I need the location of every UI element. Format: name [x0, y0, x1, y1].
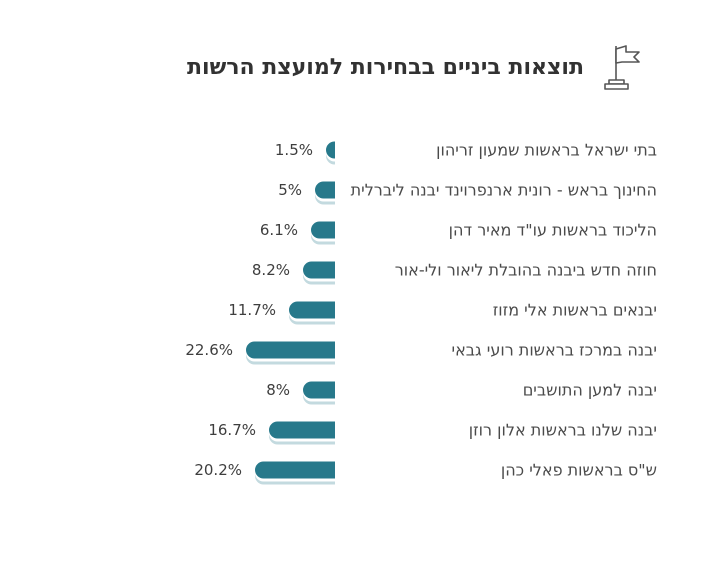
chart-row: יבנאים בראשות אלי מזוז 11.7%	[0, 290, 704, 330]
value-label: 22.6%	[185, 341, 233, 359]
category-label: יבנה במרכז בראשות רועי גבאי	[451, 340, 657, 360]
bar-segment[interactable]	[315, 181, 335, 199]
value-label: 8.2%	[251, 261, 290, 279]
bar-segment[interactable]	[246, 341, 335, 359]
chart-row: חוזה חדש ביבנה בהובלת ליאור ולי-אור 8.2%	[0, 250, 704, 290]
bar-segment[interactable]	[255, 461, 335, 479]
category-label: ש"ס בראשות פאלי כהן	[500, 460, 657, 480]
chart-header: תוצאות ביניים בבחירות למועצת הרשות	[187, 42, 646, 92]
category-label: חוזה חדש ביבנה בהובלת ליאור ולי-אור	[394, 260, 657, 280]
category-label: יבנה שלנו בראשות אלון רוזן	[468, 420, 657, 440]
category-label: בתי ישראל בראשות שמעון זריהון	[436, 140, 657, 160]
bar-segment[interactable]	[269, 421, 335, 439]
bar-segment[interactable]	[289, 301, 335, 319]
value-label: 1.5%	[274, 141, 313, 159]
category-label: החינוך בראש - רונית ארנפרוינד יבנה ליברל…	[350, 180, 657, 200]
chart-row: הליכוד בראשות עו"ד מאיר דהן 6.1%	[0, 210, 704, 250]
bar-segment[interactable]	[326, 141, 335, 159]
chart: בתי ישראל בראשות שמעון זריהון 1.5% החינוך …	[0, 130, 704, 490]
bar-segment[interactable]	[303, 381, 335, 399]
value-label: 6.1%	[259, 221, 298, 239]
flag-icon	[598, 42, 646, 92]
value-label: 16.7%	[208, 421, 256, 439]
chart-row: יבנה במרכז בראשות רועי גבאי 22.6%	[0, 330, 704, 370]
chart-row: בתי ישראל בראשות שמעון זריהון 1.5%	[0, 130, 704, 170]
chart-row: ש"ס בראשות פאלי כהן 20.2%	[0, 450, 704, 490]
value-label: 5%	[278, 181, 302, 199]
value-label: 20.2%	[194, 461, 242, 479]
category-label: יבנאים בראשות אלי מזוז	[492, 300, 657, 320]
value-label: 11.7%	[228, 301, 276, 319]
category-label: יבנה למען התושבים	[522, 380, 657, 400]
category-label: הליכוד בראשות עו"ד מאיר דהן	[448, 220, 657, 240]
chart-row: החינוך בראש - רונית ארנפרוינד יבנה ליברל…	[0, 170, 704, 210]
page-title: תוצאות ביניים בבחירות למועצת הרשות	[186, 54, 584, 80]
chart-row: יבנה שלנו בראשות אלון רוזן 16.7%	[0, 410, 704, 450]
value-label: 8%	[266, 381, 290, 399]
chart-row: יבנה למען התושבים 8%	[0, 370, 704, 410]
bar-segment[interactable]	[303, 261, 335, 279]
bar-segment[interactable]	[311, 221, 335, 239]
